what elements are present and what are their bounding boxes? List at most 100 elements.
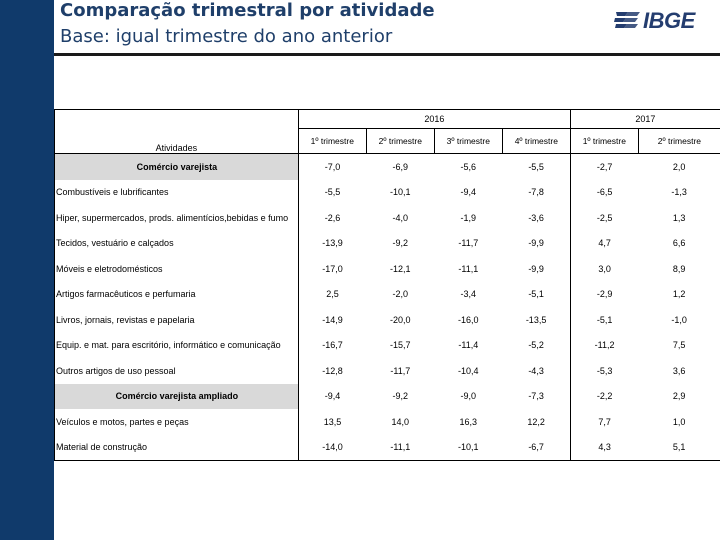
value-cell: -9,2: [392, 238, 409, 249]
page-title: Comparação trimestral por atividade: [60, 0, 435, 21]
activity-label: Veículos e motos, partes e peças: [54, 409, 299, 435]
activity-label: Tecidos, vestuário e calçados: [54, 230, 299, 256]
value-cell: 14,0: [391, 416, 410, 427]
value-cell: -5,2: [528, 340, 544, 351]
table-row: Veículos e motos, partes e peças 13,5 14,0…: [54, 409, 720, 435]
value-cell: -2,0: [392, 289, 409, 300]
value-cell: -13,5: [525, 314, 547, 325]
table-row: Tecidos, vestuário e calçados -13,9 -9,2 -1…: [54, 230, 720, 256]
value-cell: 5,1: [638, 434, 720, 461]
value-cell: 2,0: [638, 153, 720, 180]
table-row: Outros artigos de uso pessoal -12,8 -11,7 -…: [54, 358, 720, 384]
group-label: Comércio varejista ampliado: [54, 383, 299, 409]
value-cell: -9,2: [392, 391, 409, 402]
activity-label: Material de construção: [54, 434, 299, 461]
activity-label: Artigos farmacêuticos e perfumaria: [54, 281, 299, 307]
value-cell: 16,3: [459, 416, 478, 427]
value-cell: -5,1: [569, 307, 639, 333]
table-group-row: Comércio varejista ampliado -9,4 -9,2 -9,0 -…: [54, 383, 720, 409]
table-group-row: Comércio varejista -7,0 -6,9 -5,6 -5,5 -2,7 2,…: [54, 153, 720, 180]
activity-label: Outros artigos de uso pessoal: [54, 358, 299, 384]
value-cell: 3,6: [672, 365, 686, 376]
value-cell: -3,6: [528, 212, 544, 223]
group-label: Comércio varejista: [54, 153, 299, 180]
table-row: Hiper, supermercados, prods. alimentício…: [54, 205, 720, 231]
value-cell: -12,8: [322, 365, 343, 376]
value-cell: 3,0: [569, 256, 639, 282]
value-cell: -3,4: [460, 289, 477, 300]
activity-label: Livros, jornais, revistas e papelaria: [54, 307, 299, 333]
value-cell: 6,6: [672, 238, 686, 249]
value-cell: 2,5: [326, 289, 339, 300]
value-cell: -10,1: [434, 434, 503, 461]
value-cell: -2,5: [569, 205, 639, 231]
value-cell: 4,3: [569, 434, 639, 461]
value-cell: -7,0: [298, 153, 367, 180]
value-cell: -10,1: [390, 187, 411, 198]
value-cell: -9,9: [528, 238, 544, 249]
year-header-2017: 2017: [569, 109, 720, 129]
value-cell: -12,1: [390, 263, 411, 274]
value-cell: -9,4: [324, 391, 341, 402]
quarter-header: 2º trimestre: [365, 128, 435, 154]
value-cell: -11,1: [366, 434, 435, 461]
value-cell: 7,7: [569, 409, 639, 435]
page-subtitle: Base: igual trimestre do ano anterior: [60, 26, 393, 47]
value-cell: -16,7: [322, 340, 343, 351]
table-row: Artigos farmacêuticos e perfumaria 2,5 -2,…: [54, 281, 720, 307]
value-cell: -4,0: [392, 212, 409, 223]
value-cell: 2,9: [672, 391, 686, 402]
table-row: Livros, jornais, revistas e papelaria -14…: [54, 307, 720, 333]
value-cell: -2,6: [324, 212, 341, 223]
ibge-logo-icon: [614, 12, 640, 28]
value-cell: -2,9: [569, 281, 639, 307]
value-cell: -14,9: [322, 314, 343, 325]
ibge-logo: IBGE: [614, 8, 706, 34]
value-cell: -5,5: [502, 153, 571, 180]
value-cell: -11,7: [458, 238, 479, 249]
table-row: Combustíveis e lubrificantes -5,5 -10,1 -9,…: [54, 179, 720, 205]
value-cell: -5,3: [569, 358, 639, 384]
value-cell: 1,2: [672, 289, 686, 300]
value-cell: 4,7: [569, 230, 639, 256]
value-cell: -9,0: [460, 391, 477, 402]
header-divider: [54, 53, 720, 56]
value-cell: -1,3: [671, 187, 687, 198]
value-cell: -11,4: [458, 340, 479, 351]
value-cell: -7,8: [528, 187, 544, 198]
value-cell: -11,7: [390, 365, 411, 376]
value-cell: -15,7: [390, 340, 411, 351]
value-cell: -1,0: [671, 314, 687, 325]
value-cell: -1,9: [460, 212, 477, 223]
table-row: Móveis e eletrodomésticos -17,0 -12,1 -11,1…: [54, 256, 720, 282]
activity-column-header: Atividades: [54, 109, 299, 154]
value-cell: -11,2: [569, 332, 639, 358]
left-accent-bar: [0, 0, 54, 540]
quarter-header: 4º trimestre: [501, 128, 571, 154]
value-cell: -10,4: [458, 365, 479, 376]
value-cell: 7,5: [672, 340, 686, 351]
value-cell: 8,9: [672, 263, 686, 274]
activity-label: Combustíveis e lubrificantes: [54, 179, 299, 205]
value-cell: -16,0: [458, 314, 479, 325]
value-cell: -5,1: [528, 289, 544, 300]
activity-label: Equip. e mat. para escritório, informáti…: [54, 332, 299, 358]
value-cell: 1,0: [672, 416, 686, 427]
value-cell: -14,0: [298, 434, 367, 461]
value-cell: -5,6: [434, 153, 503, 180]
logo-text: IBGE: [643, 8, 695, 33]
value-cell: -11,1: [458, 263, 479, 274]
year-header-2016: 2016: [298, 109, 571, 129]
table-row: Equip. e mat. para escritório, informáti…: [54, 332, 720, 358]
activity-label: Móveis e eletrodomésticos: [54, 256, 299, 282]
value-cell: 12,2: [527, 416, 545, 427]
activity-label: Hiper, supermercados, prods. alimentício…: [54, 205, 299, 231]
quarter-header: 3º trimestre: [433, 128, 503, 154]
table-row: Material de construção -14,0 -11,1 -10,1 -6,…: [54, 434, 720, 461]
quarter-header: 2º trimestre: [637, 128, 720, 154]
value-cell: -9,9: [528, 263, 544, 274]
value-cell: -6,7: [502, 434, 571, 461]
value-cell: -17,0: [322, 263, 343, 274]
value-cell: -9,4: [460, 187, 477, 198]
value-cell: -5,5: [324, 187, 341, 198]
